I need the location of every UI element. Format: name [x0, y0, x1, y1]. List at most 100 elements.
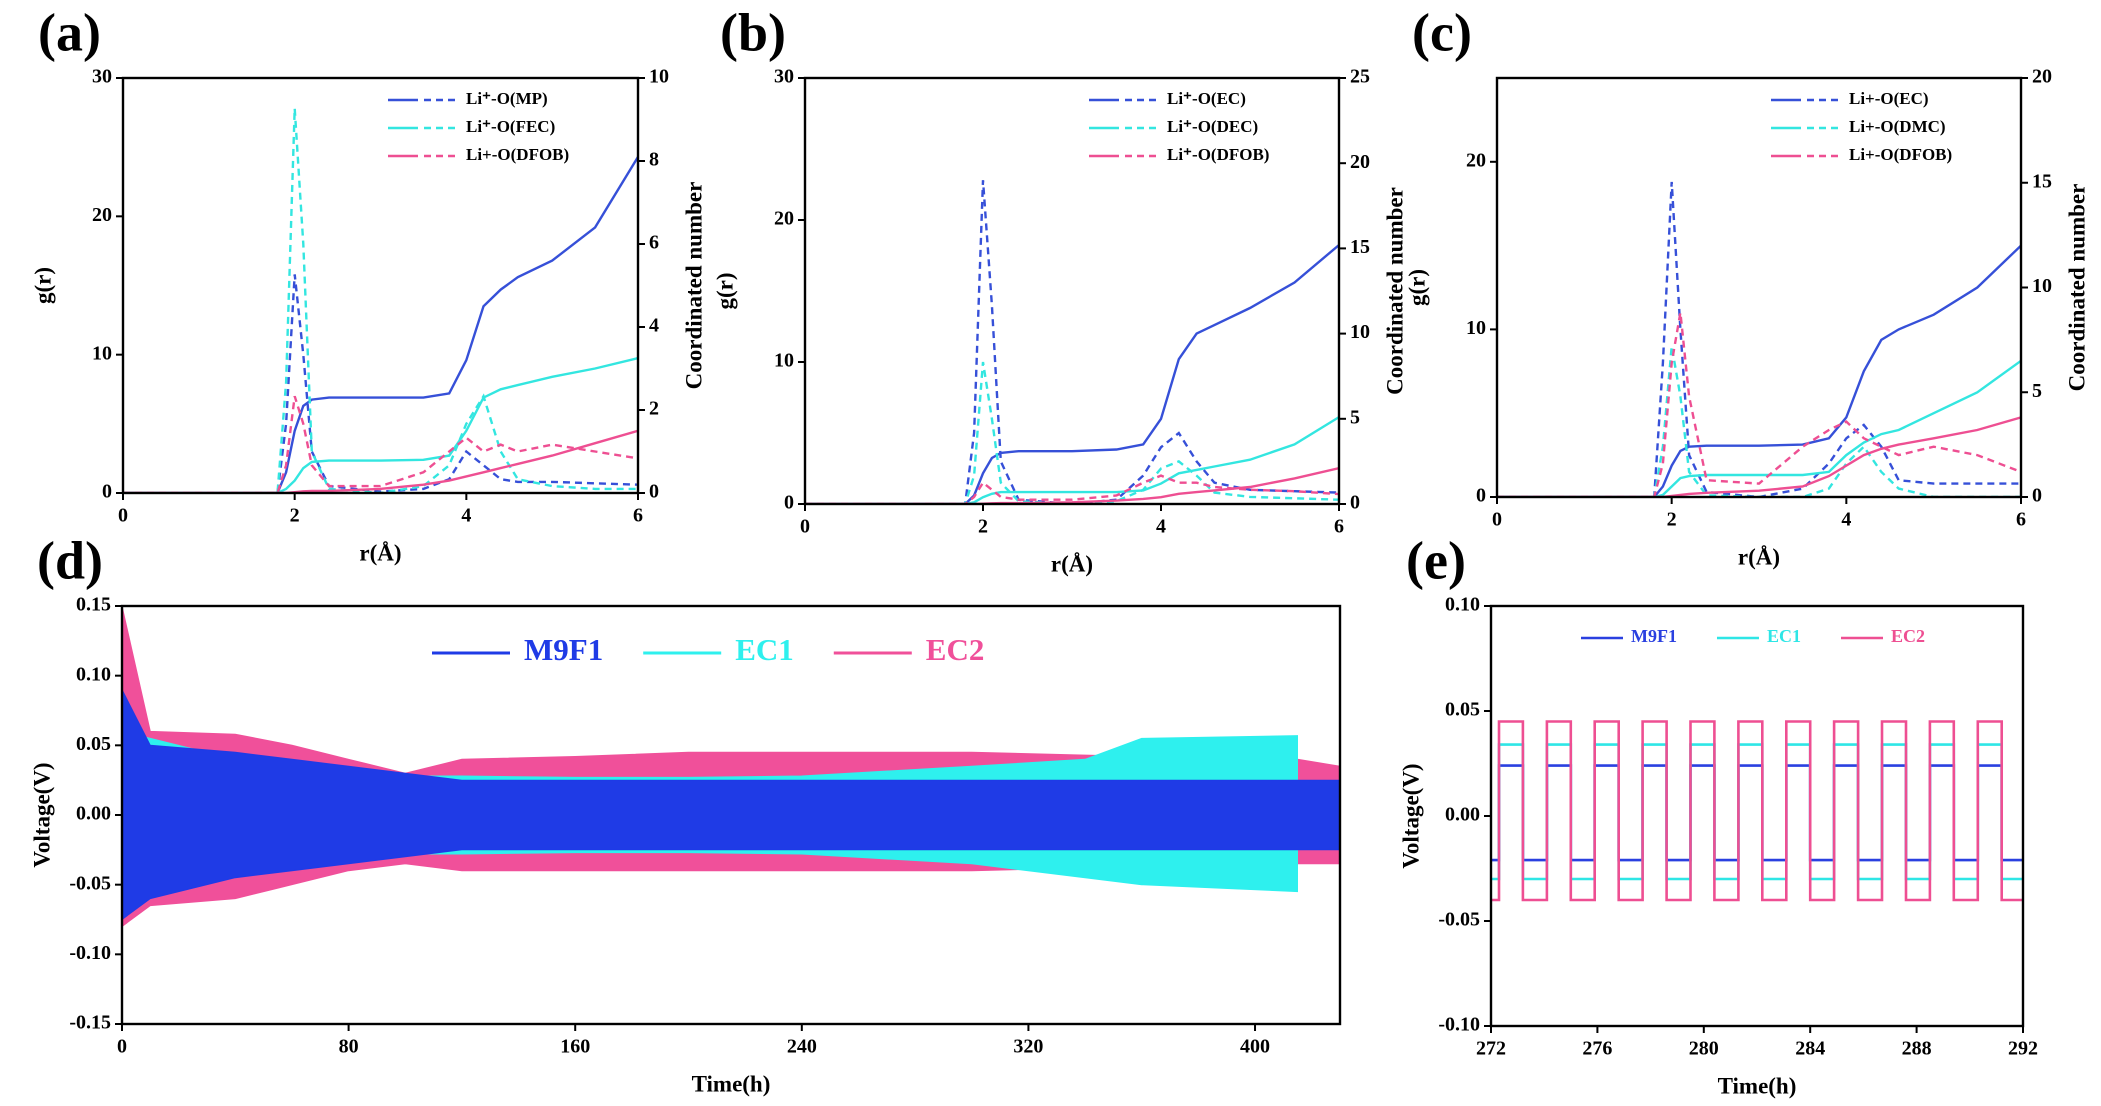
legend-label: Li+-O(DFOB)	[466, 145, 569, 164]
legend-label: EC2	[1891, 626, 1925, 646]
y-tick-label: 0.10	[1445, 594, 1480, 616]
legend-label: EC2	[926, 632, 985, 667]
y-tick-label: 0.15	[76, 594, 111, 616]
y2-tick-label: 6	[649, 232, 659, 254]
plot-area	[1497, 181, 2021, 497]
y-axis-label: g(r)	[1404, 269, 1429, 306]
y2-tick-label: 10	[1350, 321, 1370, 343]
x-tick-label: 0	[117, 1036, 127, 1058]
y-tick-label: 10	[774, 350, 794, 372]
cn-curve	[123, 356, 638, 493]
y2-axis-label: Coordinated number	[2064, 184, 2089, 392]
y2-tick-label: 20	[2032, 66, 2052, 88]
gr-curve	[123, 108, 638, 493]
y-tick-label: 0	[102, 481, 112, 503]
plot-area	[1491, 720, 2023, 902]
x-tick-label: 4	[461, 505, 471, 527]
legend-label: Li⁺-O(EC)	[1167, 89, 1246, 108]
y2-tick-label: 25	[1350, 66, 1370, 88]
cn-curve	[1497, 244, 2021, 497]
x-tick-label: 240	[787, 1036, 817, 1058]
gr-curve	[1497, 312, 2021, 497]
x-tick-label: 320	[1013, 1036, 1043, 1058]
plot-frame	[1495, 76, 2023, 499]
x-tick-label: 4	[1841, 509, 1851, 531]
cn-curve	[123, 429, 638, 493]
gr-curve	[123, 395, 638, 493]
voltage-band	[122, 689, 1340, 921]
x-tick-label: 2	[290, 505, 300, 527]
y-tick-label: 0.10	[76, 663, 111, 685]
x-tick-label: 0	[1492, 509, 1502, 531]
y2-tick-label: 20	[1350, 151, 1370, 173]
y-axis-label: Voltage(V)	[29, 762, 54, 867]
legend-label: Li+-O(DFOB)	[1849, 145, 1952, 164]
y2-tick-label: 0	[649, 481, 659, 503]
voltage-curve	[1491, 720, 2023, 902]
cn-curve	[123, 156, 638, 493]
y-tick-label: 0	[1476, 485, 1486, 507]
y2-axis-label: Coordinated number	[1382, 187, 1407, 395]
legend-label: Li+-O(DMC)	[1849, 117, 1946, 136]
legend-label: EC1	[1767, 626, 1801, 646]
plot-area	[805, 180, 1339, 504]
legend-label: Li+-O(EC)	[1849, 89, 1929, 108]
y2-tick-label: 10	[649, 66, 669, 88]
panel: 272 276 280 284 288 292 -0.10 -0.05 0.00 0.05 0.10…	[1398, 530, 2038, 1098]
x-axis-label: r(Å)	[359, 540, 401, 565]
x-axis-label: r(Å)	[1738, 544, 1780, 569]
gr-curve	[1497, 181, 2021, 497]
y-tick-label: 20	[1466, 149, 1486, 171]
legend-label: Li⁺-O(DFOB)	[1167, 145, 1269, 164]
x-tick-label: 6	[1334, 516, 1344, 538]
y-tick-label: 0	[784, 492, 794, 514]
plot-frame	[1489, 604, 2025, 1028]
cn-curve	[805, 416, 1339, 504]
panel: 0 80 160 240 320 400 -0.15 -0.10 -0.05 0.00 0.05 0.…	[29, 530, 1342, 1096]
gr-curve	[1497, 345, 2021, 497]
y2-tick-label: 10	[2032, 275, 2052, 297]
y-tick-label: -0.10	[1438, 1014, 1480, 1036]
legend-label: Li⁺-O(MP)	[466, 89, 548, 108]
x-tick-label: 400	[1240, 1036, 1270, 1058]
x-tick-label: 4	[1156, 516, 1166, 538]
y-tick-label: -0.15	[69, 1012, 111, 1034]
y2-tick-label: 0	[1350, 492, 1360, 514]
y-tick-label: 10	[1466, 317, 1486, 339]
panel-label: (a)	[38, 2, 101, 62]
plot-frame	[803, 76, 1341, 506]
x-tick-label: 6	[633, 505, 643, 527]
y2-tick-label: 4	[649, 315, 659, 337]
y2-tick-label: 5	[1350, 406, 1360, 428]
y-tick-label: 0.05	[76, 733, 111, 755]
y-tick-label: 0.00	[1445, 804, 1480, 826]
x-tick-label: 272	[1476, 1038, 1506, 1060]
x-tick-label: 280	[1689, 1038, 1719, 1060]
y-tick-label: 0.05	[1445, 699, 1480, 721]
y-tick-label: 30	[92, 66, 112, 88]
x-tick-label: 292	[2008, 1038, 2038, 1060]
y-tick-label: -0.05	[1438, 909, 1480, 931]
x-axis-label: Time(h)	[1718, 1073, 1797, 1098]
y-tick-label: -0.05	[69, 872, 111, 894]
x-axis-label: r(Å)	[1051, 551, 1093, 576]
y-tick-label: -0.10	[69, 942, 111, 964]
panel-label: (e)	[1406, 530, 1466, 590]
plot-frame	[120, 604, 1342, 1026]
x-tick-label: 0	[800, 516, 810, 538]
plot-area	[122, 606, 1340, 928]
x-tick-label: 0	[118, 505, 128, 527]
y2-tick-label: 8	[649, 149, 659, 171]
panel-label: (d)	[37, 530, 103, 590]
y2-axis-label: Coordinated number	[681, 182, 706, 390]
plot-area	[123, 108, 638, 493]
y-tick-label: 30	[774, 66, 794, 88]
cn-curve	[805, 244, 1339, 504]
x-tick-label: 276	[1582, 1038, 1612, 1060]
gr-curve	[805, 474, 1339, 504]
x-tick-label: 80	[339, 1036, 359, 1058]
legend-label: EC1	[735, 632, 794, 667]
